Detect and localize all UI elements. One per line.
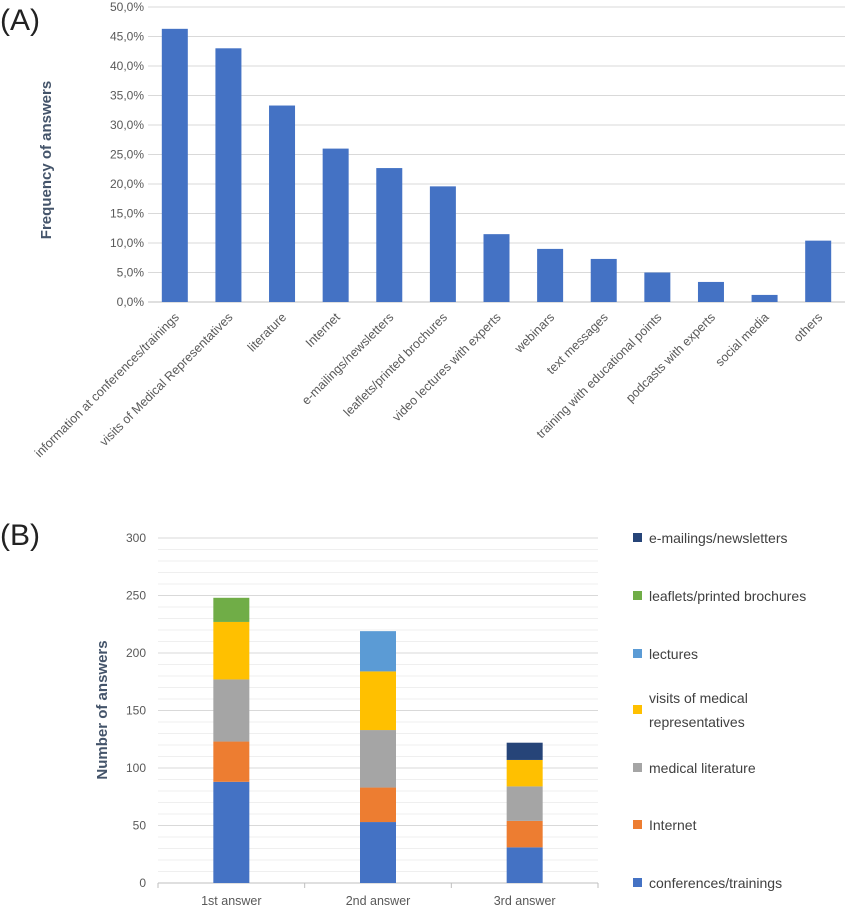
chart-a-y-tick-label: 25,0% (110, 148, 144, 162)
chart-b-bar-segment (360, 822, 396, 883)
chart-a-y-tick-label: 40,0% (110, 59, 144, 73)
legend-label: leaflets/printed brochures (649, 588, 806, 604)
legend-swatch (633, 763, 642, 772)
chart-a-y-tick-label: 30,0% (110, 118, 144, 132)
chart-b-bar-segment (506, 786, 543, 821)
legend-label: lectures (649, 646, 698, 662)
chart-b-bar-segment (213, 597, 250, 622)
chart-a-y-tick-label: 35,0% (110, 89, 144, 103)
chart-a-x-tick-label: Internet (303, 310, 343, 350)
chart-b-bar-segment (360, 631, 396, 672)
panel-label-b: (B) (0, 519, 40, 552)
chart-a-x-tick-label: webinars (511, 310, 557, 356)
legend-swatch (633, 820, 642, 829)
chart-b-x-tick-label: 3rd answer (494, 894, 556, 908)
chart-a-y-tick-label: 45,0% (110, 30, 144, 44)
chart-a-bar (644, 272, 671, 302)
chart-a-x-tick-label: video lectures with experts (390, 310, 504, 424)
chart-b-y-axis-title: Number of answers (94, 640, 111, 779)
chart-a-bar (322, 148, 349, 302)
chart-b-y-tick-label: 100 (126, 761, 146, 775)
chart-b-y-tick-label: 150 (126, 704, 146, 718)
legend-swatch (633, 591, 642, 600)
chart-b-bar-segment (506, 820, 543, 848)
chart-a-y-tick-label: 20,0% (110, 177, 144, 191)
chart-a-x-tick-label: others (791, 310, 825, 344)
chart-a-bar (376, 168, 403, 302)
chart-a-bar (805, 240, 832, 302)
chart-b-y-tick-label: 50 (133, 819, 147, 833)
chart-b-legend: e-mailings/newsletters leaflets/printed b… (633, 530, 806, 891)
chart-a-bar (161, 28, 188, 303)
chart-a-bar (483, 234, 510, 302)
chart-a-x-tick-label: podcasts with experts (623, 310, 718, 405)
legend-label: medical literature (649, 760, 756, 776)
chart-b-y-tick-label: 0 (139, 876, 146, 890)
chart-b-bar-segment (506, 742, 543, 760)
chart-b-bar-segment (360, 730, 396, 788)
chart-a: (A) Frequency of answers 0,0% 5,0% 10,0% 15… (0, 0, 845, 460)
chart-b-y-tick-label: 300 (126, 531, 146, 545)
chart-b: (B) Number of answers 0 50 100 150 200 250 300… (0, 519, 806, 908)
chart-b-y-tick-label: 250 (126, 589, 146, 603)
chart-b-y-tick-label: 200 (126, 646, 146, 660)
chart-a-bar (590, 258, 617, 302)
chart-a-bar (537, 248, 564, 302)
chart-b-bar-segment (213, 741, 250, 782)
chart-b-x-tick-label: 1st answer (201, 894, 261, 908)
chart-a-x-tick-label: e-mailings/newsletters (299, 310, 396, 407)
legend-swatch (633, 533, 642, 542)
legend-swatch (633, 649, 642, 658)
panel-label-a: (A) (0, 4, 40, 37)
chart-b-bar-segment (213, 679, 250, 742)
legend-label: visits of medical (649, 690, 748, 706)
chart-b-bar-segment (506, 759, 543, 787)
chart-b-bar-segment (360, 671, 396, 731)
chart-a-y-tick-label: 15,0% (110, 207, 144, 221)
chart-a-bar (429, 186, 456, 302)
chart-a-bar (697, 281, 724, 302)
chart-a-y-tick-label: 5,0% (117, 266, 145, 280)
chart-a-y-tick-label: 10,0% (110, 236, 144, 250)
legend-swatch (633, 705, 642, 714)
chart-b-bar-segment (213, 781, 250, 883)
chart-b-bar-segment (506, 847, 543, 883)
chart-a-x-tick-label: leaflets/printed brochures (341, 310, 450, 419)
chart-b-bar-segment (360, 787, 396, 823)
chart-a-y-tick-label: 50,0% (110, 0, 144, 14)
legend-label: representatives (649, 714, 745, 730)
chart-b-bar-segment (213, 621, 250, 680)
chart-a-y-tick-label: 0,0% (117, 295, 145, 309)
legend-label: Internet (649, 817, 697, 833)
chart-a-y-axis-title: Frequency of answers (38, 81, 55, 239)
legend-label: e-mailings/newsletters (649, 530, 788, 546)
chart-a-bar (751, 294, 778, 302)
chart-a-bar (269, 105, 296, 302)
chart-a-x-tick-label: social media (713, 310, 772, 369)
chart-b-x-tick-label: 2nd answer (346, 894, 411, 908)
chart-a-x-tick-label: literature (245, 310, 289, 354)
legend-swatch (633, 878, 642, 887)
legend-label: conferences/trainings (649, 875, 782, 891)
chart-a-bar (215, 48, 242, 302)
